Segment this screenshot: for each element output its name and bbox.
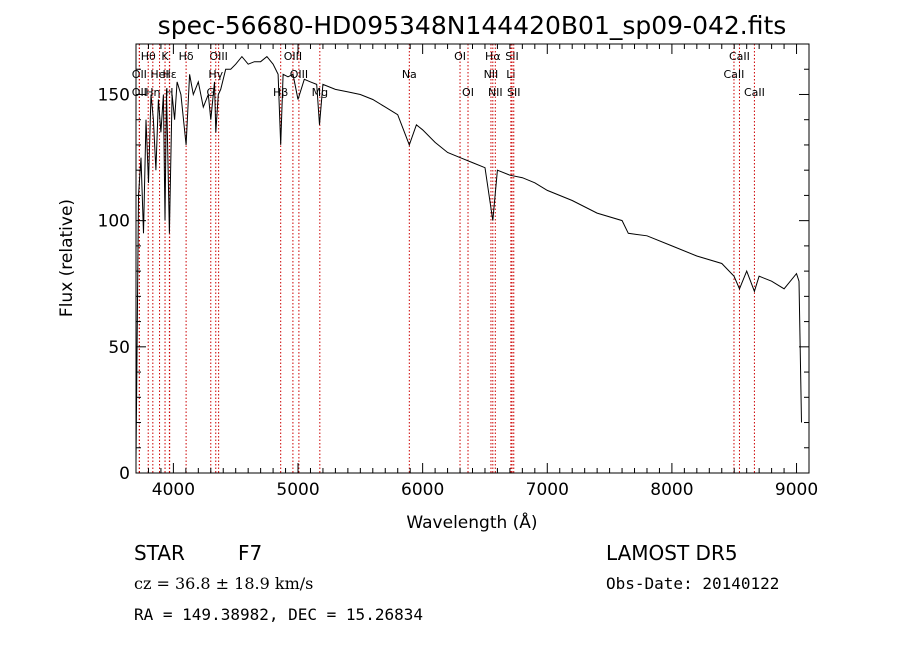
line-marker-label-20: NII [484,68,499,81]
line-marker-label-14: Hβ [273,86,288,99]
line-marker-label-13: OIII [290,68,308,81]
plot-frame [135,43,810,474]
x-tick-label-3: 7000 [526,480,569,500]
y-tick-label-0: 0 [119,464,130,484]
y-axis-label: Flux (relative) [57,199,77,317]
line-marker-label-24: SII [507,86,520,99]
x-axis-label: Wavelength (Å) [406,511,537,533]
spectrum-line-0 [135,55,802,461]
x-tick-label-2: 6000 [401,480,444,500]
survey-release: LAMOST DR5 [606,541,738,565]
y-tick-label-2: 100 [98,212,130,232]
line-marker-label-17: OI [454,50,466,63]
line-marker-label-21: NII [488,86,503,99]
spectral-subclass: F7 [238,541,262,565]
y-tick-label-3: 150 [98,85,130,105]
line-marker-label-7: Hε [163,68,177,81]
line-marker-label-12: OIII [284,50,302,63]
line-marker-label-9: OIII [209,50,227,63]
observation-date: Obs-Date: 20140122 [606,574,779,593]
line-marker-label-4: HeI [150,68,168,81]
line-marker-label-16: Na [402,68,417,81]
x-tick-label-5: 9000 [775,480,818,500]
x-tick-label-0: 4000 [152,480,195,500]
line-marker-label-0: Hθ [141,50,156,63]
redshift-velocity: cz = 36.8 ± 18.9 km/s [134,574,313,593]
x-tick-label-1: 5000 [276,480,319,500]
line-marker-label-15: Mg [312,86,328,99]
line-marker-label-23: Li [506,68,515,81]
line-marker-label-26: CaII [724,68,745,81]
line-marker-label-19: Hα [485,50,501,63]
line-marker-label-18: OI [462,86,474,99]
line-marker-label-10: G [207,86,216,99]
line-marker-label-6: H [165,86,173,99]
line-marker-label-3: Hη [145,86,160,99]
line-marker-label-25: CaII [729,50,750,63]
line-marker-label-8: Hδ [179,50,194,63]
sky-coordinates: RA = 149.38982, DEC = 15.26834 [134,605,423,624]
line-marker-label-27: CaII [744,86,765,99]
line-marker-label-11: Hγ [208,68,223,81]
line-marker-label-22: SII [505,50,518,63]
line-marker-label-5: K [161,50,169,63]
chart-title: spec-56680-HD095348N144420B01_sp09-042.f… [158,11,787,40]
y-tick-label-1: 50 [108,338,130,358]
x-tick-label-4: 8000 [650,480,693,500]
axis-ticks: 4000 5000 6000 7000 8000 9000 0 50 100 150 [98,44,818,500]
spectrum-series [135,55,802,461]
object-class: STAR [134,541,185,565]
